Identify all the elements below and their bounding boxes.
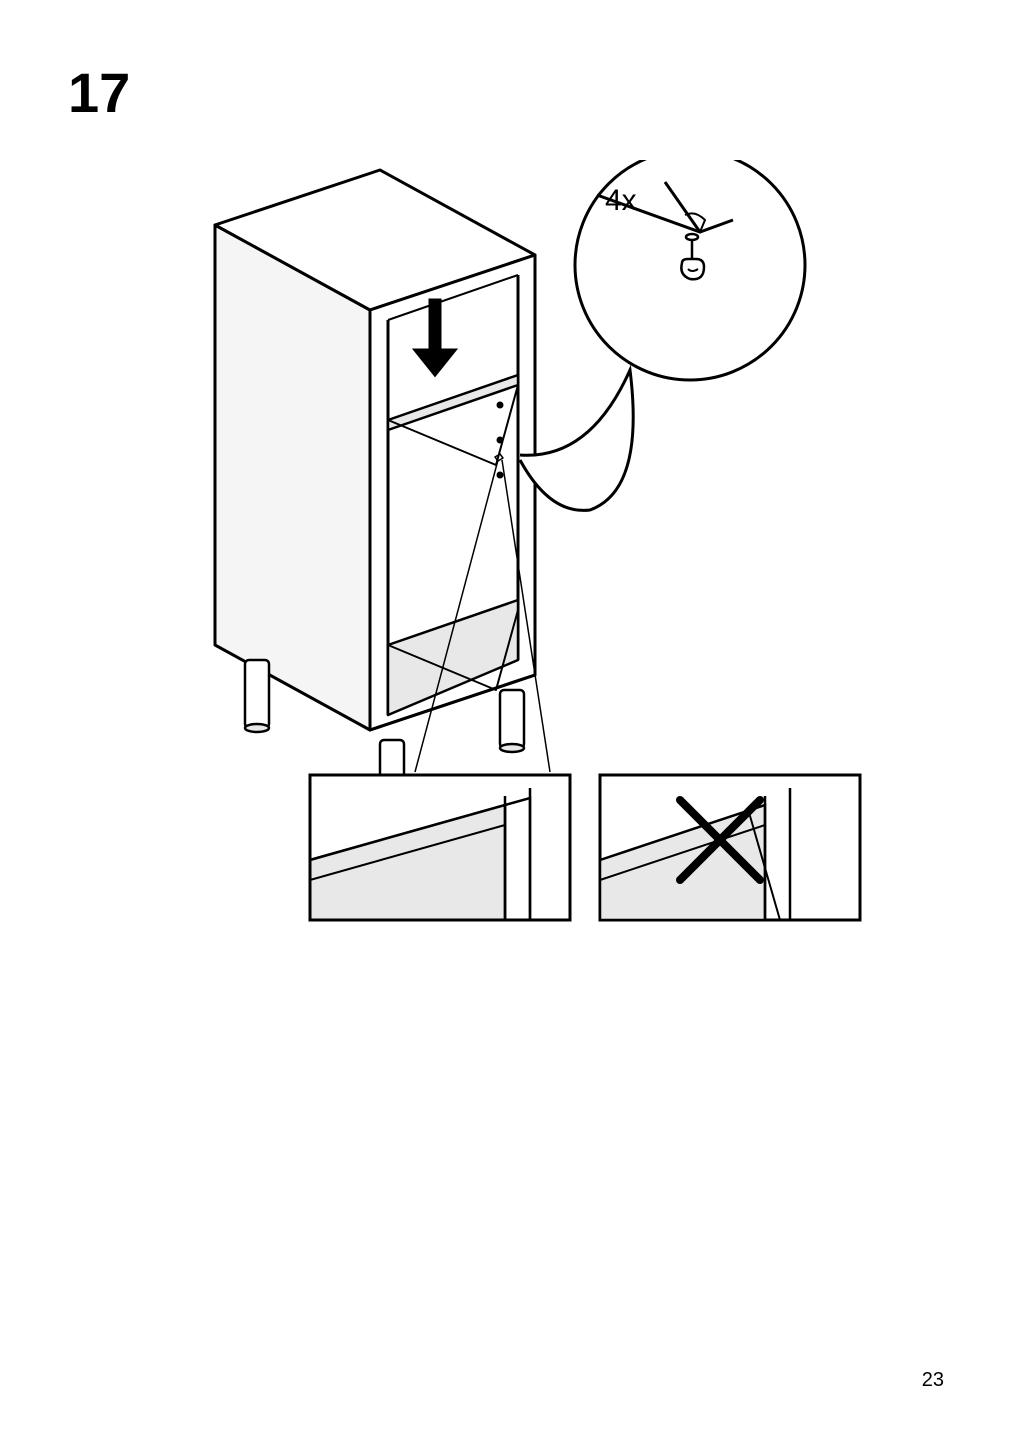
page-number: 23 (922, 1369, 944, 1392)
assembly-illustration: 4x (100, 160, 900, 940)
cabinet-svg: 4x (100, 160, 900, 940)
quantity-label: 4x (605, 184, 637, 217)
step-number: 17 (68, 60, 130, 125)
